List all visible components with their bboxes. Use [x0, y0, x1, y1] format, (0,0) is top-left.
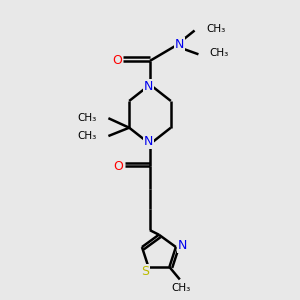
- Text: N: N: [175, 38, 184, 51]
- Text: O: O: [112, 54, 122, 67]
- Text: O: O: [113, 160, 123, 173]
- Text: CH₃: CH₃: [206, 24, 225, 34]
- Text: CH₃: CH₃: [78, 113, 97, 123]
- Text: N: N: [144, 135, 153, 148]
- Text: CH₃: CH₃: [210, 48, 229, 58]
- Text: N: N: [178, 239, 187, 252]
- Text: CH₃: CH₃: [172, 283, 191, 293]
- Text: CH₃: CH₃: [78, 131, 97, 141]
- Text: S: S: [141, 265, 149, 278]
- Text: N: N: [144, 80, 153, 94]
